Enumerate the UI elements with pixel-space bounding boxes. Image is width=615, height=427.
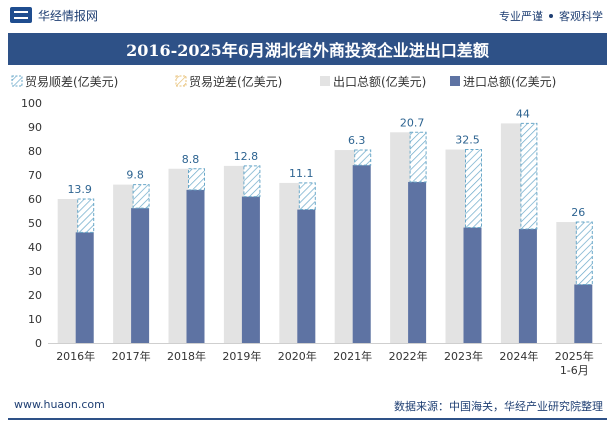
data-label: 6.3	[348, 134, 366, 147]
x-tick-label: 1-6月	[560, 364, 589, 377]
x-tick-label: 2023年	[444, 349, 483, 363]
brand-logo-area: 华经情报网	[10, 4, 98, 26]
y-tick-label: 10	[28, 313, 42, 326]
footer-divider	[8, 418, 607, 420]
surplus-bar	[243, 165, 261, 198]
footer-source: 数据来源：中国海关，华经产业研究院整理	[394, 400, 603, 413]
legend-label: 出口总额(亿美元)	[333, 74, 426, 89]
legend-label: 贸易顺差(亿美元)	[25, 74, 118, 89]
import-bar	[352, 165, 371, 343]
title-bar: 2016-2025年6月湖北省外商投资企业进出口差额	[8, 33, 607, 65]
surplus-bar	[409, 131, 427, 183]
x-tick-label: 2020年	[278, 349, 317, 363]
import-bar	[463, 227, 482, 343]
surplus-bar	[298, 182, 316, 211]
x-tick-label: 2016年	[56, 349, 95, 363]
import-bar	[574, 284, 593, 343]
legend-swatch-export	[320, 76, 330, 86]
surplus-bar	[520, 122, 538, 230]
chart-title: 2016-2025年6月湖北省外商投资企业进出口差额	[126, 41, 489, 60]
import-bar	[518, 229, 537, 343]
brand-name: 华经情报网	[38, 8, 99, 23]
data-label: 9.8	[126, 169, 144, 182]
footer-url: www.huaon.com	[14, 398, 105, 411]
legend-swatch-import	[450, 76, 460, 86]
y-tick-label: 70	[28, 169, 42, 182]
data-label: 44	[516, 107, 530, 120]
dot-icon	[549, 14, 553, 18]
surplus-bar	[188, 168, 205, 191]
data-label: 12.8	[234, 150, 259, 163]
import-bar	[297, 209, 316, 343]
tagline-right: 客观科学	[559, 10, 603, 23]
data-label: 32.5	[455, 134, 480, 147]
y-tick-label: 0	[35, 337, 42, 350]
data-label: 13.9	[67, 183, 92, 196]
data-label: 26	[571, 206, 585, 219]
surplus-bar	[354, 149, 372, 166]
import-bar	[408, 181, 427, 343]
import-bar	[131, 208, 150, 343]
x-tick-label: 2021年	[333, 349, 372, 363]
import-bar	[241, 196, 260, 343]
x-tick-label: 2025年	[555, 349, 594, 363]
legend-swatch-deficit	[175, 75, 187, 87]
tagline: 专业严谨 客观科学	[499, 8, 603, 24]
x-tick-label: 2019年	[222, 349, 261, 363]
y-tick-label: 90	[28, 121, 42, 134]
y-tick-label: 50	[28, 217, 42, 230]
import-bar	[186, 189, 205, 343]
legend-label: 进口总额(亿美元)	[463, 74, 556, 89]
surplus-bar	[575, 221, 593, 285]
y-tick-label: 20	[28, 289, 42, 302]
tagline-left: 专业严谨	[499, 10, 543, 23]
y-tick-label: 30	[28, 265, 42, 278]
x-tick-label: 2018年	[167, 349, 206, 363]
y-tick-label: 80	[28, 145, 42, 158]
brand-logo-icon	[10, 7, 32, 23]
y-tick-label: 60	[28, 193, 42, 206]
legend-swatch-surplus	[11, 75, 23, 87]
data-label: 20.7	[400, 116, 425, 129]
data-label: 11.1	[289, 167, 314, 180]
x-tick-label: 2022年	[389, 349, 428, 363]
x-tick-label: 2024年	[499, 349, 538, 363]
surplus-bar	[132, 184, 150, 209]
surplus-bar	[465, 149, 482, 229]
import-bar	[75, 232, 94, 343]
legend-label: 贸易逆差(亿美元)	[189, 74, 282, 89]
y-tick-label: 40	[28, 241, 42, 254]
x-tick-label: 2017年	[112, 349, 151, 363]
surplus-bar	[77, 198, 95, 233]
data-label: 8.8	[182, 153, 200, 166]
y-tick-label: 100	[21, 97, 42, 110]
